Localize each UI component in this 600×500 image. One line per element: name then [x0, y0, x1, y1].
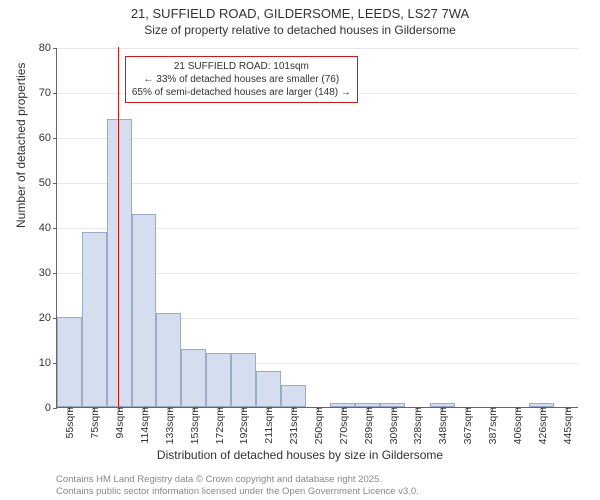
- x-tick-label: 192sqm: [236, 407, 250, 444]
- annotation-line1: 21 SUFFIELD ROAD: 101sqm: [132, 60, 351, 73]
- histogram-bar: [132, 214, 157, 408]
- annotation-box: 21 SUFFIELD ROAD: 101sqm← 33% of detache…: [125, 56, 358, 103]
- attribution-line2: Contains public sector information licen…: [56, 486, 419, 498]
- x-tick-label: 75sqm: [87, 407, 101, 439]
- histogram-bar: [107, 119, 132, 407]
- plot-area: 0102030405060708055sqm75sqm94sqm114sqm13…: [56, 48, 578, 408]
- histogram-bar: [206, 353, 231, 407]
- x-tick-label: 348sqm: [435, 407, 449, 444]
- histogram-bar: [231, 353, 256, 407]
- y-tick-label: 80: [39, 42, 57, 54]
- x-tick-label: 172sqm: [212, 407, 226, 444]
- gridline: [57, 48, 578, 49]
- x-tick-label: 289sqm: [361, 407, 375, 444]
- x-tick-label: 153sqm: [187, 407, 201, 444]
- histogram-bar: [82, 232, 107, 408]
- x-tick-label: 387sqm: [485, 407, 499, 444]
- x-tick-label: 55sqm: [62, 407, 76, 439]
- x-tick-label: 406sqm: [510, 407, 524, 444]
- x-tick-label: 328sqm: [410, 407, 424, 444]
- y-tick-label: 20: [39, 312, 57, 324]
- attribution-line1: Contains HM Land Registry data © Crown c…: [56, 474, 419, 486]
- property-marker-line: [118, 47, 119, 407]
- histogram-bar: [256, 371, 281, 407]
- y-tick-label: 40: [39, 222, 57, 234]
- y-tick-label: 30: [39, 267, 57, 279]
- x-tick-label: 231sqm: [286, 407, 300, 444]
- chart-container: 21, SUFFIELD ROAD, GILDERSOME, LEEDS, LS…: [0, 0, 600, 500]
- x-axis-label: Distribution of detached houses by size …: [0, 448, 600, 462]
- chart-titles: 21, SUFFIELD ROAD, GILDERSOME, LEEDS, LS…: [0, 0, 600, 37]
- annotation-line3: 65% of semi-detached houses are larger (…: [132, 86, 351, 99]
- gridline: [57, 183, 578, 184]
- y-axis-label: Number of detached properties: [14, 63, 28, 228]
- x-tick-label: 94sqm: [112, 407, 126, 439]
- x-tick-label: 426sqm: [535, 407, 549, 444]
- gridline: [57, 138, 578, 139]
- x-tick-label: 367sqm: [460, 407, 474, 444]
- histogram-bar: [281, 385, 306, 408]
- y-tick-label: 10: [39, 357, 57, 369]
- y-tick-label: 70: [39, 87, 57, 99]
- chart-title: 21, SUFFIELD ROAD, GILDERSOME, LEEDS, LS…: [0, 6, 600, 21]
- x-tick-label: 114sqm: [137, 407, 151, 444]
- x-tick-label: 211sqm: [261, 407, 275, 444]
- annotation-line2: ← 33% of detached houses are smaller (76…: [132, 73, 351, 86]
- x-tick-label: 250sqm: [311, 407, 325, 444]
- x-tick-label: 133sqm: [162, 407, 176, 444]
- x-tick-label: 309sqm: [386, 407, 400, 444]
- histogram-bar: [57, 317, 82, 407]
- chart-subtitle: Size of property relative to detached ho…: [0, 23, 600, 37]
- y-tick-label: 50: [39, 177, 57, 189]
- histogram-bar: [181, 349, 206, 408]
- y-tick-label: 60: [39, 132, 57, 144]
- x-tick-label: 270sqm: [336, 407, 350, 444]
- histogram-bar: [156, 313, 181, 408]
- x-tick-label: 445sqm: [560, 407, 574, 444]
- y-tick-label: 0: [45, 402, 57, 414]
- attribution-text: Contains HM Land Registry data © Crown c…: [56, 474, 419, 498]
